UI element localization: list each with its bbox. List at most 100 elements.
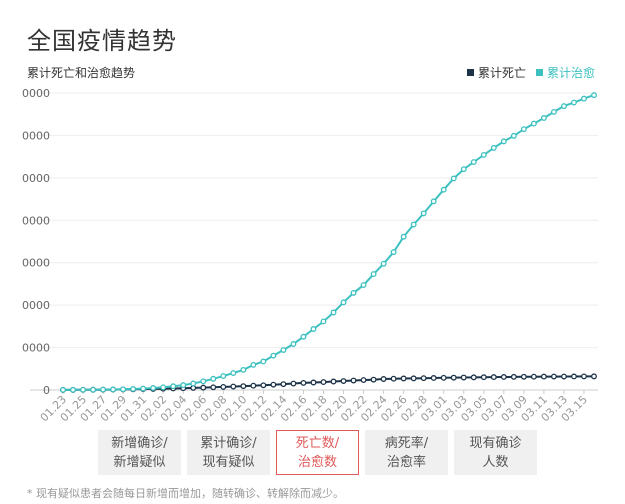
deaths-point — [430, 375, 437, 381]
deaths-point — [440, 374, 447, 381]
cured-point — [390, 249, 397, 256]
cured-point — [500, 138, 507, 145]
y-tick-label: 0000 — [22, 214, 50, 227]
deaths-point — [520, 373, 527, 380]
tab-new-confirmed-suspected[interactable]: 新增确诊/ 新增疑似 — [98, 430, 181, 475]
cured-point — [250, 361, 257, 368]
cured-point — [190, 380, 197, 387]
cured-point — [60, 386, 66, 393]
y-tick-label: 0000 — [22, 87, 50, 100]
chart-switch-buttons: 新增确诊/ 新增疑似 累计确诊/ 现有疑似 死亡数/ 治愈数 病死率/ 治愈率 … — [98, 430, 537, 475]
tab-fatality-cure-rate[interactable]: 病死率/ 治愈率 — [365, 430, 448, 475]
chart-legend: 累计死亡 累计治愈 — [466, 64, 595, 81]
deaths-point — [320, 379, 327, 386]
deaths-point — [581, 373, 587, 380]
deaths-point — [240, 383, 247, 390]
cured-point — [100, 386, 107, 393]
deaths-point — [220, 383, 227, 390]
tab-current-confirmed[interactable]: 现有确诊 人数 — [454, 430, 537, 475]
cured-point — [110, 386, 117, 393]
deaths-point — [330, 378, 337, 385]
cured-point — [560, 103, 567, 110]
legend-item-cured[interactable]: 累计治愈 — [535, 64, 595, 81]
cured-point — [90, 386, 97, 393]
deaths-point — [250, 382, 257, 389]
cured-point — [280, 347, 287, 353]
y-tick-label: 0000 — [22, 299, 50, 312]
cured-point — [540, 115, 547, 121]
cured-point — [400, 233, 407, 240]
deaths-point — [591, 373, 597, 380]
deaths-point — [510, 373, 517, 380]
cured-point — [450, 175, 457, 182]
deaths-point — [530, 373, 537, 380]
cured-point — [550, 108, 557, 115]
tab-deaths-cured[interactable]: 死亡数/ 治愈数 — [276, 430, 359, 475]
cured-point — [370, 271, 377, 278]
deaths-point — [540, 373, 547, 380]
deaths-point — [420, 375, 427, 382]
cured-point — [350, 289, 357, 296]
cured-point — [70, 386, 76, 393]
cured-point — [380, 260, 387, 267]
cured-point — [300, 333, 307, 340]
cured-point — [180, 382, 187, 389]
cured-point — [310, 326, 317, 332]
cured-point — [210, 375, 217, 382]
legend-label-cured: 累计治愈 — [546, 66, 595, 80]
deaths-point — [280, 381, 287, 388]
cured-point — [270, 352, 277, 359]
cured-point — [120, 386, 127, 393]
cured-point — [430, 198, 437, 205]
deaths-point — [260, 382, 267, 389]
deaths-point — [480, 374, 487, 381]
cured-point — [220, 373, 227, 380]
deaths-point — [230, 383, 237, 390]
cured-point — [130, 386, 137, 392]
legend-label-deaths: 累计死亡 — [477, 66, 526, 80]
deaths-point — [410, 375, 417, 382]
cured-point — [510, 132, 517, 139]
cured-point — [571, 99, 577, 106]
deaths-point — [490, 374, 497, 381]
cured-point — [360, 282, 367, 289]
deaths-point — [340, 378, 347, 384]
legend-swatch-deaths — [466, 69, 474, 76]
deaths-point — [560, 373, 567, 380]
footnote: * 现有疑似患者会随每日新增而增加，随转确诊、转解除而减少。 — [27, 487, 344, 500]
cured-point — [230, 370, 237, 376]
page-title: 全国疫情趋势 — [27, 27, 177, 55]
cured-point — [290, 341, 297, 347]
cured-point — [591, 92, 597, 99]
cured-point — [160, 384, 167, 391]
cured-point — [200, 378, 207, 385]
trend-chart: 0000000000000000000000000000001.2301.250… — [22, 87, 598, 424]
y-tick-label: 0000 — [22, 342, 50, 355]
y-tick-label: 0000 — [22, 129, 50, 142]
deaths-point — [550, 373, 557, 380]
cured-point — [490, 144, 497, 151]
cured-point — [460, 166, 467, 173]
deaths-point — [350, 377, 357, 384]
cured-point — [420, 210, 427, 217]
cured-line — [62, 94, 595, 391]
y-tick-label: 0 — [43, 384, 50, 397]
legend-item-deaths[interactable]: 累计死亡 — [466, 64, 526, 81]
cured-point — [260, 358, 267, 365]
tab-total-confirmed-suspected[interactable]: 累计确诊/ 现有疑似 — [187, 430, 270, 475]
cured-point — [470, 159, 477, 165]
cured-point — [80, 386, 86, 393]
cured-point — [520, 126, 527, 133]
deaths-point — [450, 374, 457, 381]
cured-point — [240, 366, 247, 373]
cured-point — [140, 385, 147, 392]
deaths-point — [370, 376, 377, 383]
legend-swatch-cured — [535, 69, 543, 76]
deaths-point — [270, 381, 277, 388]
cured-point — [330, 309, 337, 316]
deaths-point — [571, 373, 577, 380]
cured-point — [150, 385, 157, 391]
deaths-point — [400, 375, 407, 382]
deaths-point — [460, 374, 467, 381]
deaths-point — [390, 375, 397, 382]
